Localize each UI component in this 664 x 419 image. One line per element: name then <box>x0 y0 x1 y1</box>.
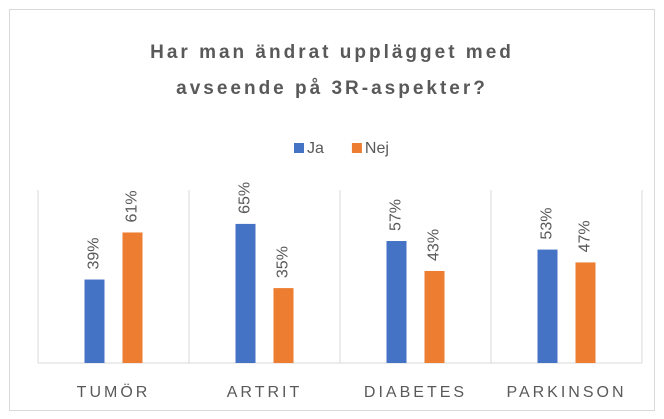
legend-label: Nej <box>365 140 389 157</box>
bar <box>84 279 105 363</box>
data-label: 35% <box>275 246 292 278</box>
data-label: 53% <box>539 208 556 240</box>
legend-swatch <box>294 143 304 153</box>
bar <box>273 288 294 363</box>
data-label: 39% <box>86 238 103 270</box>
bar <box>575 262 596 363</box>
x-tick-label: DIABETES <box>364 384 467 401</box>
data-label: 47% <box>577 220 594 252</box>
bar <box>122 232 143 363</box>
data-label: 43% <box>426 229 443 261</box>
legend-swatch <box>351 143 362 153</box>
bar <box>235 223 256 363</box>
legend-label: Ja <box>307 140 324 157</box>
data-label: 61% <box>124 190 141 222</box>
bar <box>386 241 407 363</box>
bar <box>424 270 445 363</box>
data-label: 65% <box>237 182 254 214</box>
x-tick-label: ARTRIT <box>227 384 302 401</box>
data-label: 57% <box>388 199 405 231</box>
x-tick-label: PARKINSON <box>506 384 626 401</box>
bar <box>537 249 558 363</box>
x-tick-label: TUMÖR <box>77 383 151 401</box>
chart-title: Har man ändrat upplägget med avseende på… <box>150 42 514 99</box>
